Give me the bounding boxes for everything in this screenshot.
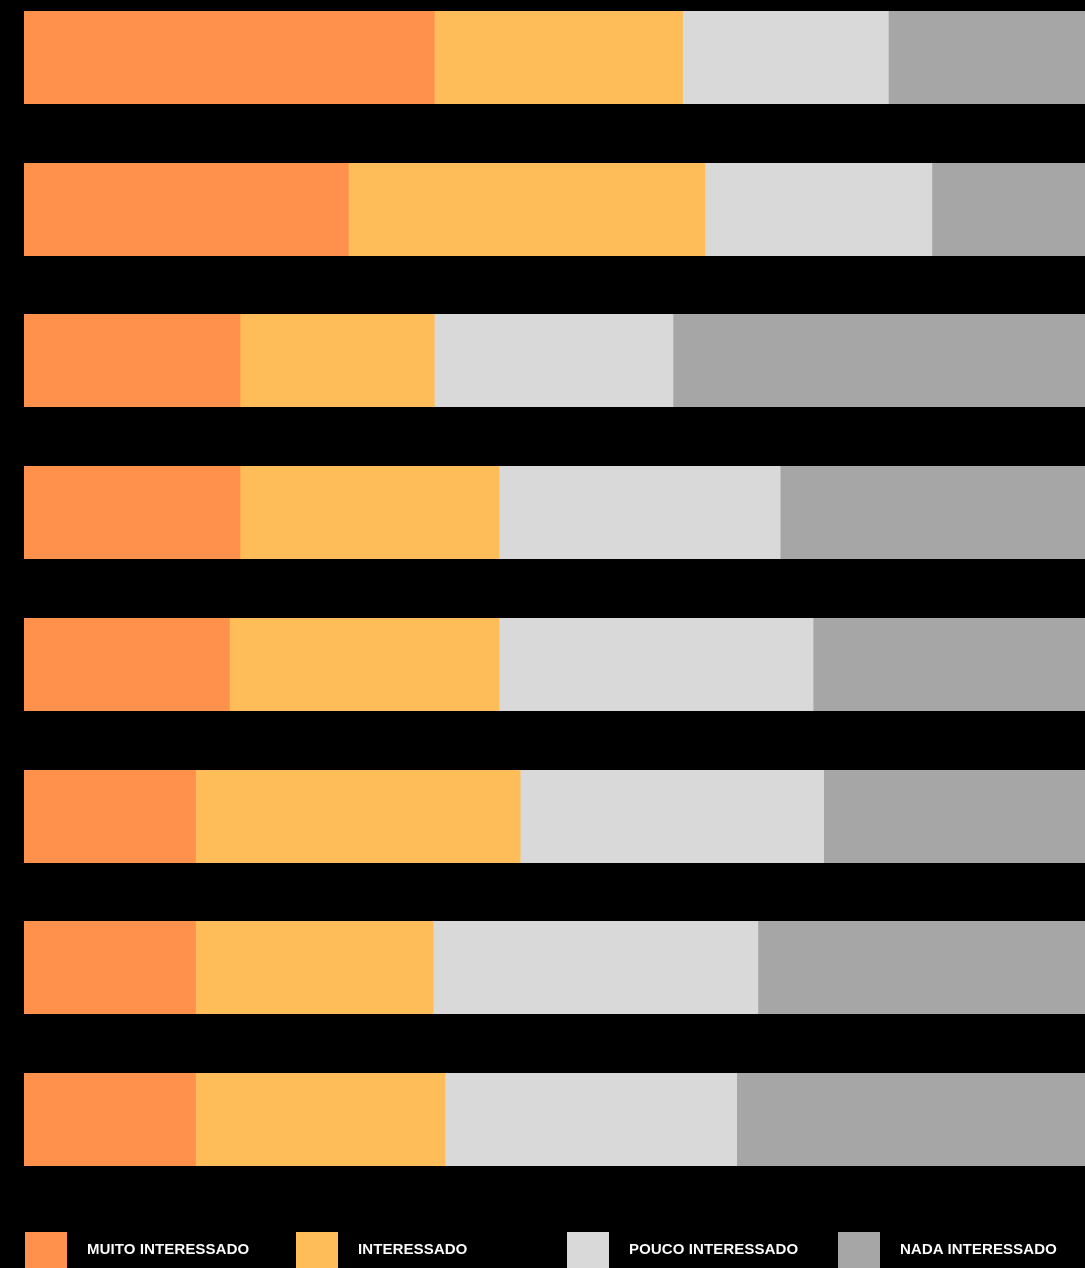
bar-segment-pouco-interessado-row-3 (434, 314, 674, 407)
bar-segment-muito-interessado-row-7 (24, 921, 197, 1014)
bar-segment-nada-interessado-row-3 (673, 314, 1085, 407)
bar-segment-muito-interessado-row-1 (24, 11, 436, 104)
bar-segment-interessado-row-6 (195, 770, 522, 863)
legend-swatch-nada-interessado (838, 1232, 880, 1268)
bar-segment-pouco-interessado-row-1 (682, 11, 890, 104)
bar-segment-pouco-interessado-row-2 (705, 163, 933, 256)
bar-segment-interessado-row-8 (195, 1073, 446, 1166)
bar-segment-nada-interessado-row-4 (780, 466, 1085, 559)
legend-swatch-pouco-interessado (567, 1232, 609, 1268)
legend-swatch-muito-interessado (25, 1232, 67, 1268)
chart-legend: MUITO INTERESSADO INTERESSADO POUCO INTERE… (0, 1231, 1085, 1268)
legend-label-pouco-interessado: POUCO INTERESSADO (629, 1241, 799, 1258)
bar-segment-muito-interessado-row-6 (24, 770, 197, 863)
bar-segment-interessado-row-4 (240, 466, 500, 559)
legend-label-nada-interessado: NADA INTERESSADO (900, 1241, 1057, 1258)
bar-segment-muito-interessado-row-4 (24, 466, 241, 559)
bar-segment-muito-interessado-row-2 (24, 163, 350, 256)
bar-segment-nada-interessado-row-5 (813, 618, 1085, 711)
bar-segment-pouco-interessado-row-8 (445, 1073, 738, 1166)
legend-label-interessado: INTERESSADO (358, 1241, 468, 1258)
bar-segment-interessado-row-2 (348, 163, 706, 256)
legend-swatch-interessado (296, 1232, 338, 1268)
legend-label-muito-interessado: MUITO INTERESSADO (87, 1241, 250, 1258)
bar-segment-nada-interessado-row-6 (824, 770, 1085, 863)
bar-segment-pouco-interessado-row-5 (499, 618, 814, 711)
bar-segment-nada-interessado-row-8 (737, 1073, 1085, 1166)
bar-segment-muito-interessado-row-3 (24, 314, 241, 407)
bar-segment-interessado-row-1 (434, 11, 684, 104)
bar-segment-muito-interessado-row-8 (24, 1073, 197, 1166)
bar-segment-interessado-row-3 (240, 314, 436, 407)
bar-segment-nada-interessado-row-7 (758, 921, 1085, 1014)
bar-segment-pouco-interessado-row-4 (499, 466, 781, 559)
bar-segment-pouco-interessado-row-6 (520, 770, 825, 863)
bar-segment-pouco-interessado-row-7 (433, 921, 759, 1014)
bar-segment-interessado-row-5 (229, 618, 500, 711)
bar-segment-nada-interessado-row-1 (888, 11, 1085, 104)
bar-segment-interessado-row-7 (195, 921, 435, 1014)
bar-segment-nada-interessado-row-2 (932, 163, 1085, 256)
bar-segment-muito-interessado-row-5 (24, 618, 231, 711)
